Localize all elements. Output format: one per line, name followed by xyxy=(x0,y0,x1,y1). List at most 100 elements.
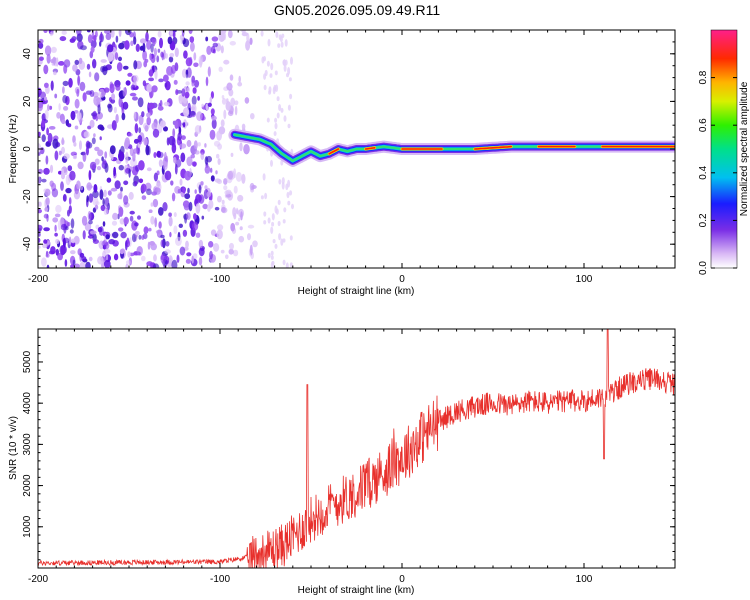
noise-blob xyxy=(79,185,84,191)
noise-blob xyxy=(210,175,215,182)
noise-blob xyxy=(41,134,46,143)
noise-blob xyxy=(283,64,287,72)
noise-blob xyxy=(76,88,80,97)
noise-blob xyxy=(184,91,190,99)
x-tick-label: 100 xyxy=(576,274,593,285)
noise-blob xyxy=(160,253,166,264)
noise-blob xyxy=(191,75,196,84)
noise-blob xyxy=(200,152,205,161)
noise-blob xyxy=(195,193,202,204)
noise-blob xyxy=(235,207,239,215)
noise-blob xyxy=(50,80,54,91)
noise-blob xyxy=(266,117,270,123)
noise-blob xyxy=(204,156,209,165)
noise-blob xyxy=(243,144,250,155)
noise-blob xyxy=(168,135,175,146)
noise-blob xyxy=(153,47,157,57)
noise-blob xyxy=(270,261,274,268)
noise-blob xyxy=(227,170,234,180)
noise-blob xyxy=(197,96,200,101)
noise-blob xyxy=(104,151,108,159)
noise-blob xyxy=(122,101,129,110)
noise-blob xyxy=(57,252,63,261)
noise-blob xyxy=(57,220,62,231)
noise-blob xyxy=(148,69,154,77)
noise-blob xyxy=(284,39,288,47)
noise-blob xyxy=(172,128,176,138)
noise-blob xyxy=(93,95,100,106)
noise-blob xyxy=(190,111,196,116)
noise-blob xyxy=(55,204,62,213)
noise-blob xyxy=(187,187,190,194)
noise-blob xyxy=(134,181,137,186)
noise-blob xyxy=(233,185,238,194)
noise-blob xyxy=(138,127,142,134)
noise-blob xyxy=(102,159,107,165)
trace-peak xyxy=(364,147,376,150)
noise-blob xyxy=(239,226,243,231)
noise-blob xyxy=(73,263,80,268)
noise-blob xyxy=(275,84,279,92)
colorbar-gradient xyxy=(710,29,738,269)
noise-blob xyxy=(109,83,115,94)
noise-blob xyxy=(134,123,139,134)
noise-blob xyxy=(171,143,177,154)
noise-blob xyxy=(158,78,164,83)
noise-blob xyxy=(63,106,69,111)
noise-blob xyxy=(228,248,234,255)
noise-blob xyxy=(167,36,173,45)
noise-blob xyxy=(174,47,179,58)
noise-blob xyxy=(182,187,186,194)
noise-blob xyxy=(238,217,241,222)
noise-blob xyxy=(290,56,293,65)
noise-blob xyxy=(270,226,274,234)
noise-blob xyxy=(99,189,104,200)
noise-blob xyxy=(173,225,178,234)
noise-blob xyxy=(110,154,114,161)
noise-blob xyxy=(121,112,126,121)
noise-blob xyxy=(38,143,42,153)
trace-peak xyxy=(474,145,512,150)
noise-blob xyxy=(151,122,158,131)
noise-blob xyxy=(211,115,217,121)
noise-blob xyxy=(154,187,161,195)
noise-blob xyxy=(102,65,108,76)
noise-blob xyxy=(61,119,66,125)
noise-blob xyxy=(58,150,62,156)
noise-blob xyxy=(278,104,282,111)
noise-blob xyxy=(216,179,222,185)
noise-blob xyxy=(80,45,87,51)
noise-blob xyxy=(102,198,105,207)
noise-blob xyxy=(85,146,89,156)
noise-blob xyxy=(43,64,49,75)
noise-blob xyxy=(263,211,267,217)
noise-blob xyxy=(61,30,67,35)
noise-blob xyxy=(218,66,223,73)
noise-blob xyxy=(45,253,50,258)
noise-blob xyxy=(89,90,95,97)
noise-blob xyxy=(271,221,275,227)
noise-blob xyxy=(114,180,121,190)
noise-blob xyxy=(225,101,231,111)
noise-blob xyxy=(229,74,234,81)
noise-blob xyxy=(136,246,143,256)
noise-blob xyxy=(222,32,227,41)
noise-blob xyxy=(270,159,273,167)
noise-blob xyxy=(241,173,246,184)
noise-blob xyxy=(64,259,68,267)
colorbar-ticks: 0.0 0.2 0.4 0.6 0.8 xyxy=(698,70,737,275)
noise-blob xyxy=(122,87,126,97)
noise-blob xyxy=(169,52,175,58)
noise-blob xyxy=(158,207,164,216)
noise-blob xyxy=(198,239,204,249)
noise-blob xyxy=(59,36,67,42)
noise-blob xyxy=(103,208,108,215)
noise-blob xyxy=(175,89,179,96)
noise-blob xyxy=(112,231,119,239)
noise-blob xyxy=(53,71,57,76)
noise-blob xyxy=(82,151,87,162)
noise-blob xyxy=(133,36,137,45)
noise-blob xyxy=(234,105,238,116)
noise-blob xyxy=(184,170,192,181)
